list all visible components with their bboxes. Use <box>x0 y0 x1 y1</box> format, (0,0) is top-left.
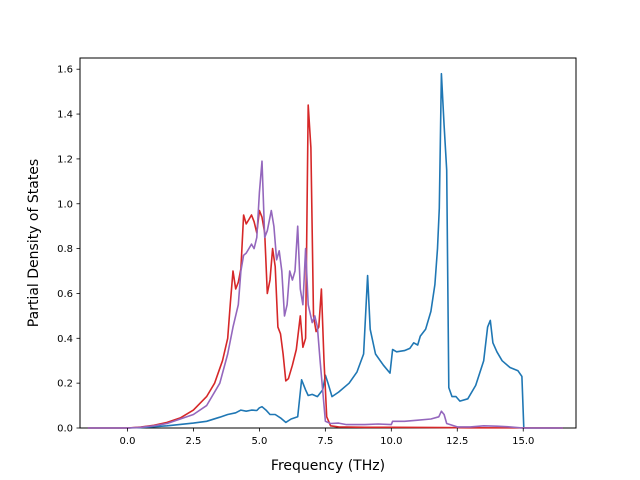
plot-frame <box>79 57 577 429</box>
y-axis-ticks: 0.0 0.2 0.4 0.6 0.8 1.0 1.2 1.4 1.6 <box>57 65 80 435</box>
x-tick-label: 15.0 <box>512 436 534 447</box>
x-tick-label: 0.0 <box>120 436 136 447</box>
y-tick-label: 0.8 <box>57 244 73 255</box>
series-line-1 <box>87 72 563 429</box>
x-tick-label: 7.5 <box>317 436 333 447</box>
x-axis-label: Frequency (THz) <box>271 458 385 474</box>
series-line-2 <box>87 104 563 429</box>
series-line-3 <box>87 160 563 429</box>
y-axis-label: Partial Density of States <box>26 159 42 327</box>
x-tick-label: 12.5 <box>446 436 468 447</box>
x-tick-label: 5.0 <box>251 436 267 447</box>
y-tick-label: 0.6 <box>57 289 73 300</box>
y-tick-label: 0.0 <box>57 424 73 435</box>
y-tick-label: 1.4 <box>57 110 73 121</box>
y-tick-label: 0.4 <box>57 334 73 345</box>
plot-area: 0.0 2.5 5.0 7.5 10.0 12.5 15.0 0.0 0.2 0.4 0.6 0.8… <box>57 57 577 447</box>
x-tick-label: 2.5 <box>185 436 201 447</box>
y-tick-label: 1.6 <box>57 65 73 76</box>
x-axis-ticks: 0.0 2.5 5.0 7.5 10.0 12.5 15.0 <box>120 428 534 447</box>
x-tick-label: 10.0 <box>380 436 402 447</box>
y-tick-label: 1.0 <box>57 199 73 210</box>
y-tick-label: 0.2 <box>57 379 73 390</box>
series-layer <box>87 72 563 429</box>
y-tick-label: 1.2 <box>57 154 73 165</box>
